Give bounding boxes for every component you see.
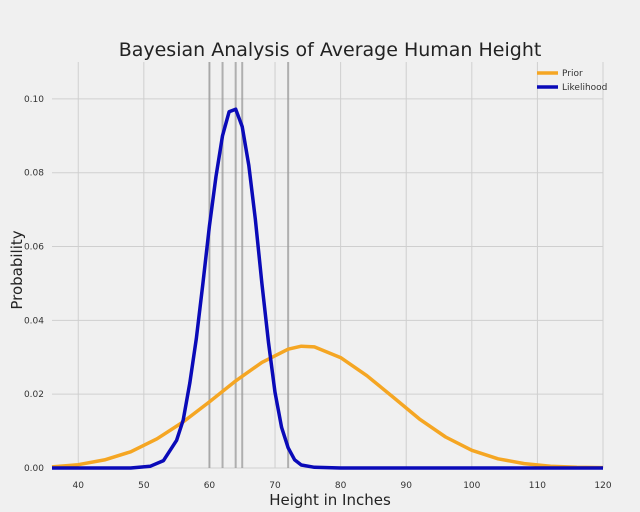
x-tick-label: 40 [73, 481, 85, 491]
y-tick-label: 0.06 [24, 243, 44, 253]
x-tick-label: 70 [269, 481, 281, 491]
tick-labels: 40 50 60 70 80 90 100 110 120 0.00 0.02 0.04 0.06 0.0… [24, 95, 612, 491]
legend-label-prior: Prior [562, 69, 583, 79]
x-axis-label: Height in Inches [269, 491, 391, 509]
series-line-prior [51, 344, 604, 470]
x-tick-label: 60 [204, 481, 216, 491]
x-tick-label: 90 [400, 481, 412, 491]
y-tick-label: 0.02 [24, 390, 44, 400]
grid [52, 62, 604, 469]
series-lines [51, 107, 604, 470]
x-tick-label: 100 [463, 481, 480, 491]
chart-title: Bayesian Analysis of Average Human Heigh… [119, 39, 542, 61]
y-tick-label: 0.10 [24, 95, 44, 105]
y-tick-label: 0.04 [24, 316, 44, 326]
legend: Prior Likelihood [537, 69, 607, 93]
x-tick-label: 120 [594, 481, 611, 491]
y-tick-label: 0.08 [24, 169, 44, 179]
legend-label-likelihood: Likelihood [562, 83, 607, 93]
x-tick-label: 50 [138, 481, 150, 491]
x-tick-label: 80 [335, 481, 347, 491]
y-tick-label: 0.00 [24, 464, 44, 474]
x-tick-label: 110 [529, 481, 546, 491]
y-axis-label: Probability [8, 230, 26, 309]
series-line-likelihood [52, 107, 603, 470]
